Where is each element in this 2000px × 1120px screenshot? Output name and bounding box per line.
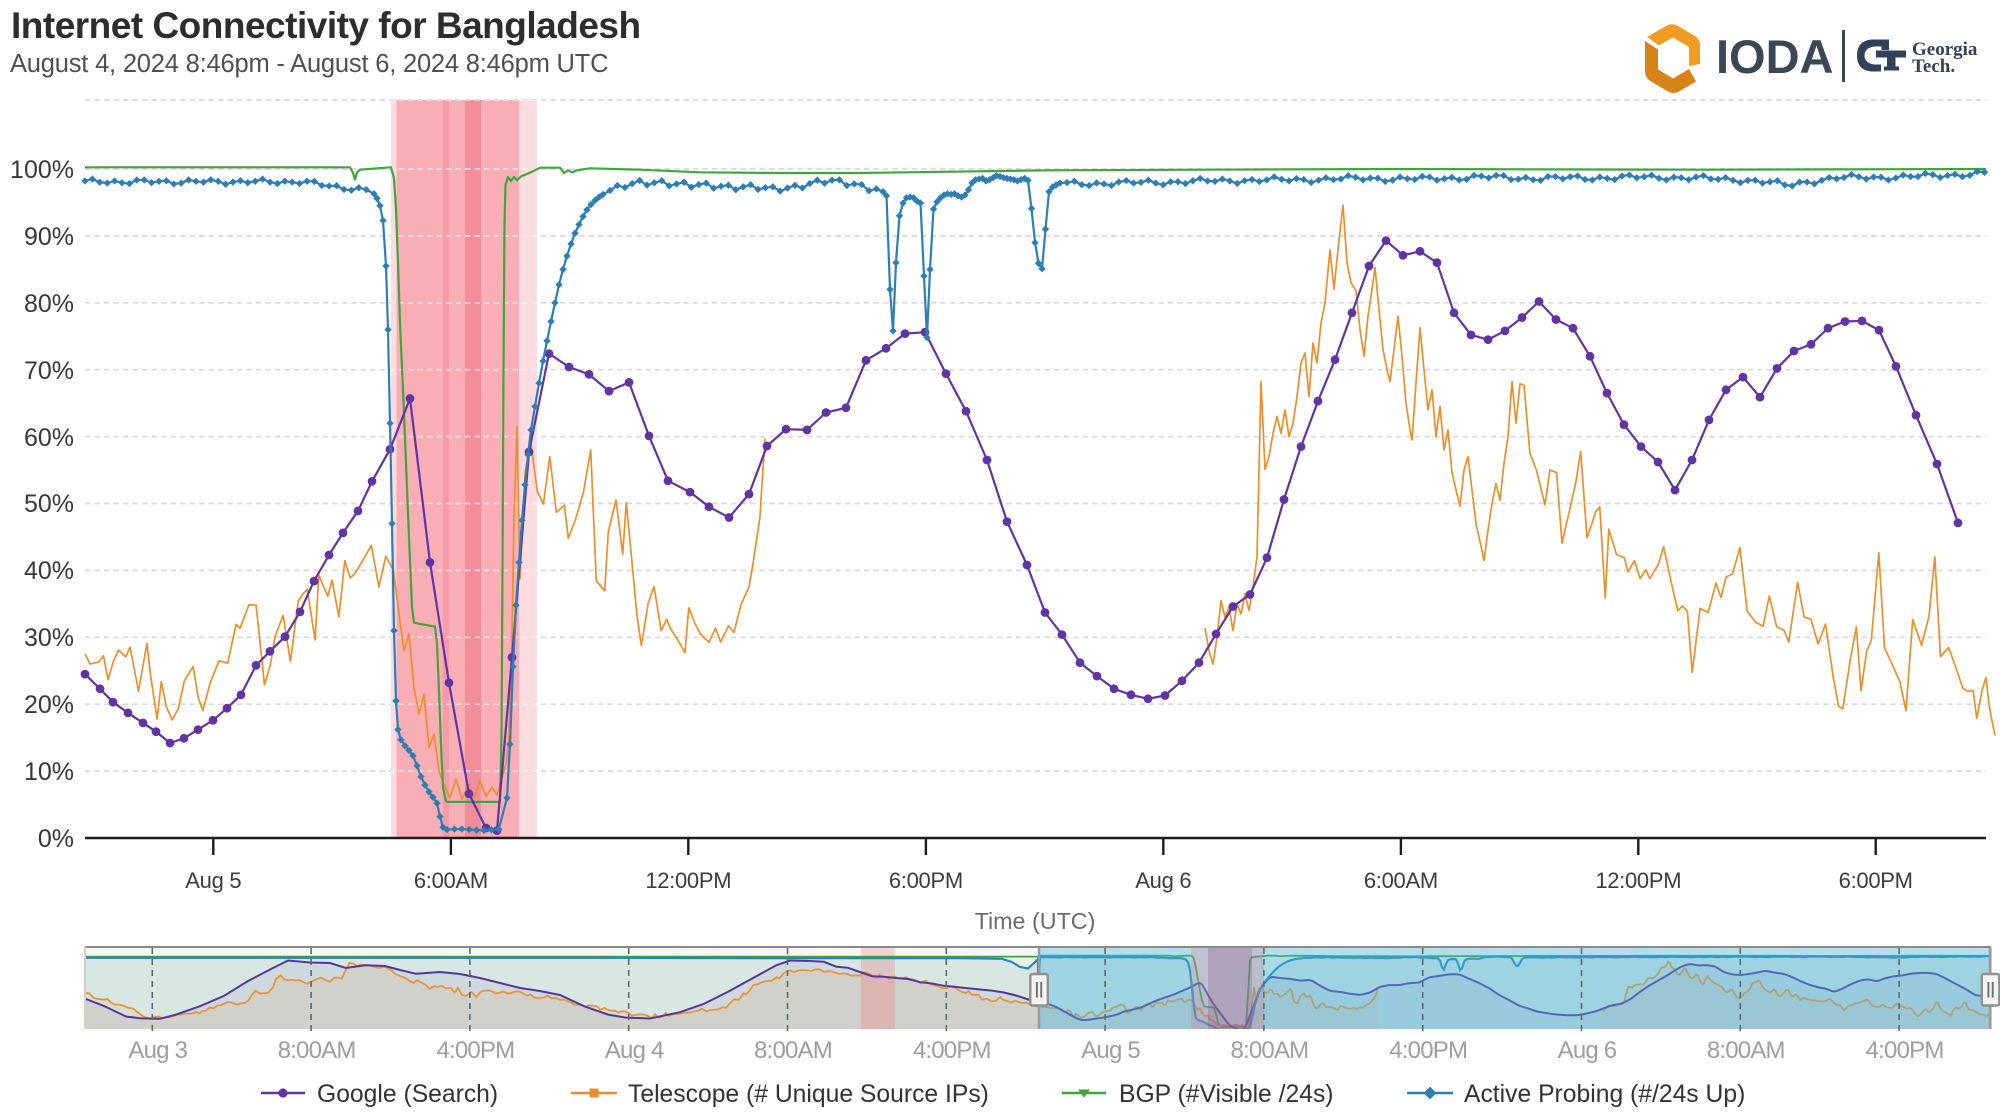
svg-text:Telescope (# Unique Source IPs: Telescope (# Unique Source IPs) — [628, 1081, 989, 1108]
svg-text:40%: 40% — [24, 557, 74, 585]
svg-text:August 4, 2024 8:46pm - August: August 4, 2024 8:46pm - August 6, 2024 8… — [10, 50, 608, 78]
svg-text:60%: 60% — [24, 424, 74, 452]
svg-text:12:00PM: 12:00PM — [1595, 868, 1681, 893]
svg-text:8:00AM: 8:00AM — [278, 1037, 356, 1064]
svg-text:BGP (#Visible /24s): BGP (#Visible /24s) — [1119, 1081, 1334, 1108]
svg-text:Georgia: Georgia — [1912, 39, 1978, 60]
svg-text:70%: 70% — [24, 357, 74, 385]
svg-text:8:00AM: 8:00AM — [754, 1037, 832, 1064]
svg-text:6:00AM: 6:00AM — [414, 868, 488, 893]
svg-text:8:00AM: 8:00AM — [1707, 1037, 1785, 1064]
svg-text:10%: 10% — [24, 758, 74, 786]
svg-text:Tech.: Tech. — [1912, 56, 1955, 77]
svg-text:4:00PM: 4:00PM — [436, 1037, 514, 1064]
svg-text:50%: 50% — [24, 490, 74, 518]
svg-text:4:00PM: 4:00PM — [1866, 1037, 1944, 1064]
svg-text:12:00PM: 12:00PM — [645, 868, 731, 893]
svg-text:20%: 20% — [24, 691, 74, 719]
svg-text:Aug 4: Aug 4 — [605, 1037, 664, 1064]
svg-text:Google (Search): Google (Search) — [317, 1081, 498, 1108]
svg-text:4:00PM: 4:00PM — [1389, 1037, 1467, 1064]
svg-text:Time (UTC): Time (UTC) — [975, 908, 1096, 934]
svg-text:Aug 3: Aug 3 — [128, 1037, 187, 1064]
svg-text:8:00AM: 8:00AM — [1230, 1037, 1308, 1064]
svg-text:4:00PM: 4:00PM — [913, 1037, 991, 1064]
svg-text:Aug 5: Aug 5 — [1081, 1037, 1140, 1064]
svg-text:100%: 100% — [10, 156, 74, 184]
svg-text:0%: 0% — [38, 825, 74, 853]
svg-text:90%: 90% — [24, 223, 74, 251]
svg-text:30%: 30% — [24, 624, 74, 652]
svg-text:6:00PM: 6:00PM — [889, 868, 963, 893]
svg-text:6:00AM: 6:00AM — [1364, 868, 1438, 893]
svg-text:Aug 6: Aug 6 — [1558, 1037, 1617, 1064]
svg-text:IODA: IODA — [1716, 30, 1834, 83]
svg-text:Aug 6: Aug 6 — [1135, 868, 1191, 893]
svg-text:6:00PM: 6:00PM — [1839, 868, 1913, 893]
svg-text:Internet Connectivity for Bang: Internet Connectivity for Bangladesh — [11, 5, 641, 46]
svg-text:80%: 80% — [24, 290, 74, 318]
svg-text:Active Probing (#/24s Up): Active Probing (#/24s Up) — [1464, 1081, 1745, 1108]
svg-text:Aug 5: Aug 5 — [185, 868, 241, 893]
